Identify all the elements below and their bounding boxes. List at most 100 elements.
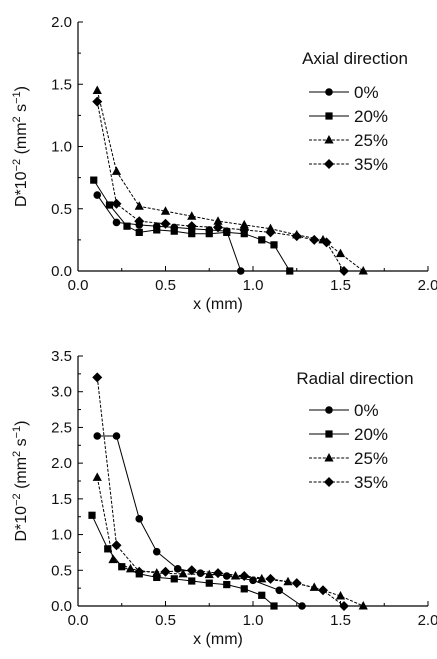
radial-data-point [205, 579, 213, 587]
radial-data-point [204, 569, 214, 579]
axial-data-point [258, 236, 266, 244]
axial-x-tick-label: 2.0 [418, 277, 437, 294]
axial-data-point [188, 230, 196, 238]
axial-data-point [358, 266, 368, 275]
radial-data-point [358, 601, 368, 610]
axial-data-point [265, 227, 276, 238]
axial-data-point [223, 228, 231, 237]
axial-y-axis-label-part: ) [13, 86, 30, 91]
axial-series-0pct [93, 191, 245, 275]
axial-data-point [90, 176, 98, 184]
axial-data-point [105, 201, 114, 209]
radial-data-point [186, 565, 197, 576]
axial-data-point [111, 166, 122, 175]
radial-data-point [240, 585, 248, 593]
axial-data-point [205, 230, 213, 238]
radial-series-20pct [88, 511, 278, 610]
radial-data-point [134, 566, 145, 577]
axial-x-tick-label: 0.0 [68, 277, 89, 294]
axial-x-axis-label: x (mm) [193, 296, 243, 313]
radial-data-point [188, 577, 196, 585]
radial-data-point [153, 573, 161, 582]
radial-legend-marker [325, 430, 333, 438]
radial-y-tick-label: 1.0 [51, 527, 72, 544]
radial-data-point [104, 545, 112, 553]
axial-data-point [187, 211, 197, 220]
axial-legend-title: Axial direction [302, 49, 408, 68]
radial-x-tick-label: 2.0 [418, 612, 437, 629]
axial-data-point [239, 224, 250, 235]
axial-y-tick-label: 1.5 [51, 76, 72, 93]
axial-y-axis-label-part: 2 [11, 116, 23, 122]
axial-series-25pct [92, 85, 368, 275]
radial-data-point [125, 563, 136, 573]
axial-data-point [160, 206, 171, 215]
radial-legend-label: 35% [354, 473, 388, 492]
axial-data-point [123, 222, 131, 230]
radial-data-point [213, 568, 223, 579]
radial-data-point [178, 568, 188, 578]
radial-data-point [335, 591, 346, 600]
radial-data-point [118, 563, 126, 571]
radial-data-point [223, 580, 231, 589]
axial-x-tick-label: 1.0 [243, 277, 264, 294]
axial-x-tick-label: 1.5 [330, 277, 351, 294]
radial-data-point [93, 432, 102, 440]
axial-data-point [239, 219, 249, 229]
radial-legend-marker [324, 477, 334, 487]
radial-data-point [135, 515, 144, 523]
axial-legend-label: 20% [354, 107, 388, 126]
axial-chart: 0.0 0.5 1.0 1.5 2.0 0.0 0.5 1.0 1.5 2.0 x (mm) D*10… [11, 14, 437, 313]
axial-y-tick-label: 1.0 [51, 139, 72, 156]
radial-x-tick-label: 1.0 [243, 612, 264, 629]
axial-series-35pct [92, 96, 349, 276]
radial-data-point [265, 573, 276, 584]
radial-legend-marker [324, 453, 334, 462]
radial-chart: 0.0 0.5 1.0 1.5 2.0 0.0 0.5 1.0 1.5 2.0 2.5 3.0 3.5 x… [11, 348, 437, 648]
radial-data-point [339, 601, 349, 611]
axial-data-point [92, 96, 103, 107]
radial-data-point [270, 602, 278, 610]
axial-legend-label: 25% [354, 131, 388, 150]
axial-data-point [213, 222, 223, 233]
axial-y-tick-label: 0.0 [51, 263, 72, 280]
radial-y-axis-label-part: (mm [13, 457, 30, 493]
radial-data-point [152, 547, 161, 556]
radial-data-point [298, 602, 306, 610]
axial-legend-marker [325, 88, 333, 96]
radial-data-point [112, 432, 121, 440]
radial-series-line [96, 477, 364, 607]
axial-data-point [286, 267, 294, 275]
axial-data-point [134, 201, 144, 210]
radial-x-tick-label: 0.5 [155, 612, 176, 629]
axial-y-axis-label-part: (mm [13, 122, 30, 158]
axial-data-point [170, 227, 178, 235]
radial-legend-label: 20% [354, 425, 388, 444]
axial-data-point [134, 216, 145, 227]
axial-data-point [153, 226, 161, 234]
radial-y-axis-label-part: −1 [11, 426, 23, 439]
radial-x-axis-label: x (mm) [193, 631, 243, 648]
radial-data-point [108, 554, 118, 564]
axial-data-point [213, 216, 223, 225]
radial-legend-marker [325, 406, 333, 414]
axial-data-point [160, 218, 171, 229]
radial-y-axis-label-part: s [13, 438, 30, 450]
radial-data-point [160, 566, 171, 577]
radial-legend-title: Radial direction [296, 369, 413, 388]
axial-data-point [291, 231, 302, 242]
axial-data-point [321, 237, 332, 248]
radial-data-point [291, 578, 302, 589]
radial-data-point [92, 472, 102, 481]
radial-y-tick-label: 3.0 [51, 384, 72, 401]
radial-data-point [283, 576, 293, 586]
axial-y-axis-label-part: D*10 [13, 171, 30, 207]
axial-data-point [236, 267, 245, 275]
radial-data-point [170, 575, 178, 583]
axial-legend-label: 0% [354, 83, 379, 102]
radial-data-point [88, 511, 96, 519]
axial-series-line [96, 101, 345, 272]
radial-legend: Radial direction 0% 20% 25% 35% [296, 369, 413, 492]
axial-data-point [270, 241, 278, 249]
